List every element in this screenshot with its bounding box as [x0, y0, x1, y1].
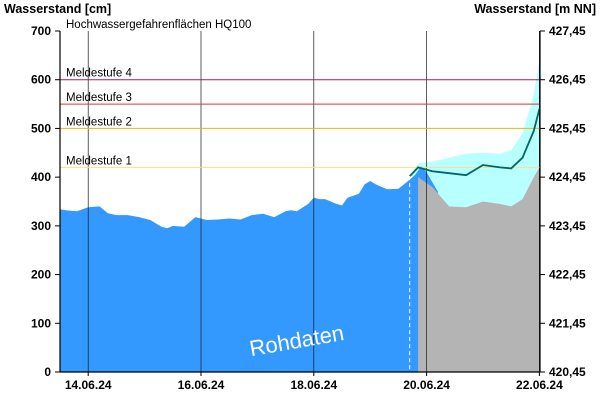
right-tick-label: 420,45: [549, 365, 586, 379]
left-tick-label: 0: [44, 365, 51, 379]
forecast-range-area: [418, 167, 540, 372]
axes: [55, 30, 545, 376]
reference-label: Hochwassergefahrenflächen HQ100: [66, 19, 251, 31]
data-lines: [409, 108, 541, 372]
left-tick-label: 100: [31, 316, 51, 330]
right-tick-label: 424,45: [549, 170, 586, 184]
x-tick-label: 20.06.24: [403, 378, 450, 392]
right-tick-label: 421,45: [549, 316, 586, 330]
left-tick-label: 700: [31, 24, 51, 38]
reference-label: Meldestufe 2: [66, 116, 132, 128]
reference-label: Meldestufe 3: [66, 92, 132, 104]
left-tick-label: 300: [31, 219, 51, 233]
left-tick-label: 400: [31, 170, 51, 184]
data-areas: [60, 60, 540, 372]
x-tick-label: 14.06.24: [65, 378, 112, 392]
right-tick-label: 427,45: [549, 24, 586, 38]
forecast-band: [409, 60, 540, 208]
tick-labels: 0 420,45 100 421,45 200 422,45 300 423,45 400 424…: [31, 24, 586, 392]
left-axis-title: Wasserstand [cm]: [4, 2, 111, 16]
reference-label: Meldestufe 4: [66, 68, 132, 80]
reference-label: Meldestufe 1: [66, 155, 132, 167]
x-tick-label: 16.06.24: [178, 378, 225, 392]
right-tick-label: 426,45: [549, 73, 586, 87]
right-tick-label: 425,45: [549, 121, 586, 135]
right-tick-label: 422,45: [549, 268, 586, 282]
measured-area: [60, 166, 438, 372]
x-tick-label: 18.06.24: [290, 378, 337, 392]
x-tick-label: 22.06.24: [516, 378, 563, 392]
right-tick-label: 423,45: [549, 219, 586, 233]
right-axis-title: Wasserstand [m NN]: [474, 2, 596, 16]
left-tick-label: 200: [31, 268, 51, 282]
left-tick-label: 600: [31, 73, 51, 87]
left-tick-label: 500: [31, 121, 51, 135]
reference-lines: Hochwassergefahrenflächen HQ100 Meldestuf…: [60, 19, 540, 168]
forecast-line: [409, 108, 541, 177]
